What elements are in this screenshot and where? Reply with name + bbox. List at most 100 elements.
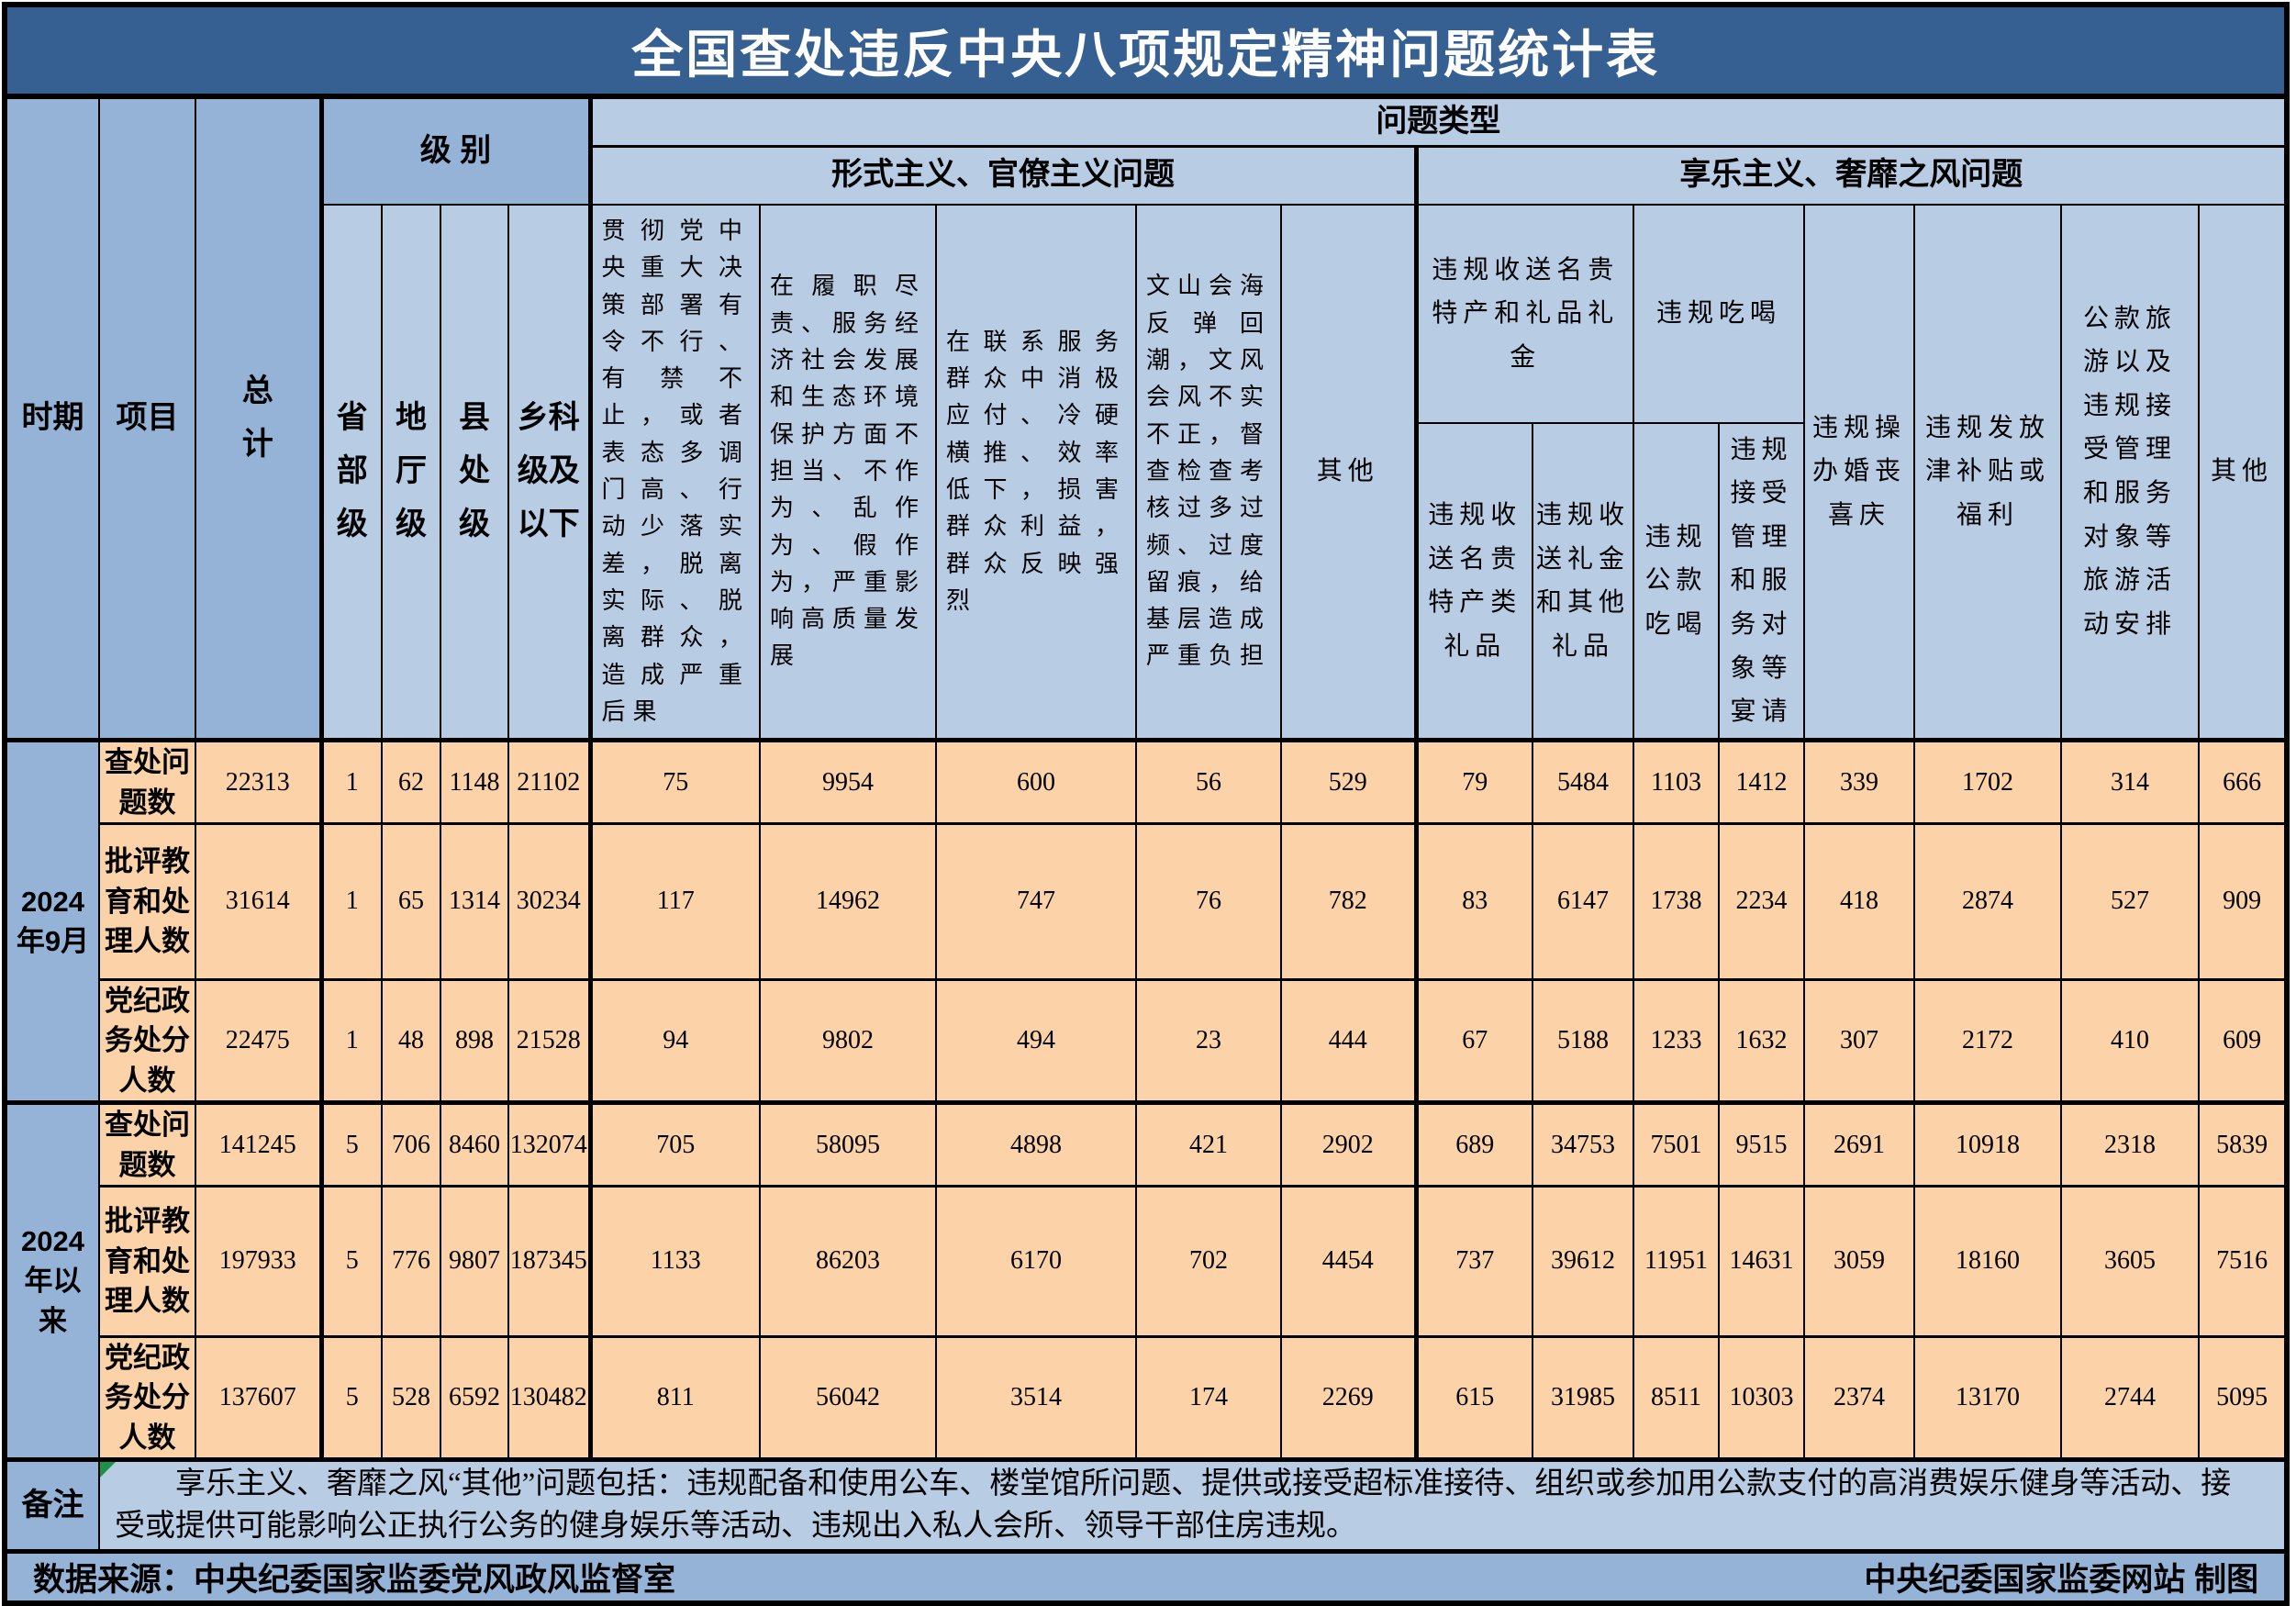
- formalism-group-header: 形式主义、官僚主义问题: [589, 144, 1419, 206]
- data-cell: 117: [589, 821, 761, 981]
- data-cell: 137607: [195, 1334, 324, 1461]
- data-cell: 76: [1135, 821, 1282, 981]
- data-cell: 527: [2060, 821, 2200, 981]
- data-cell: 418: [1803, 821, 1915, 981]
- col-header-public-funded-travel: 公款旅游以及违规接受管理和服务对象等旅游活动安排: [2060, 204, 2200, 742]
- data-cell: 666: [2197, 738, 2289, 825]
- data-cell: 6147: [1532, 821, 1634, 981]
- data-cell: 705: [589, 1100, 761, 1188]
- data-cell: 56042: [759, 1334, 937, 1461]
- data-cell: 314: [2060, 738, 2200, 825]
- data-cell: 1148: [440, 738, 509, 825]
- data-cell: 5188: [1532, 977, 1634, 1104]
- data-cell: 529: [1280, 738, 1419, 825]
- data-cell: 141245: [195, 1100, 324, 1188]
- data-cell: 34753: [1532, 1100, 1634, 1188]
- data-cell: 1314: [440, 821, 509, 981]
- data-source: 数据来源：中央纪委国家监委党风政风监督室: [33, 1562, 676, 1599]
- data-cell: 444: [1280, 977, 1419, 1104]
- data-cell: 1103: [1633, 738, 1720, 825]
- level-col-township: 乡科级及以下: [507, 204, 593, 742]
- data-cell: 782: [1280, 821, 1419, 981]
- data-cell: 609: [2197, 977, 2289, 1104]
- data-cell: 130482: [507, 1334, 593, 1461]
- data-cell: 1133: [589, 1184, 761, 1338]
- data-cell: 6170: [935, 1184, 1137, 1338]
- data-cell: 7516: [2197, 1184, 2289, 1338]
- data-cell: 9807: [440, 1184, 509, 1338]
- row-label: 批评教育和处理人数: [98, 821, 196, 981]
- level-col-province: 省部级: [320, 204, 383, 742]
- level-col-county: 县处级: [440, 204, 509, 742]
- data-cell: 2744: [2060, 1334, 2200, 1461]
- footer-bar: 数据来源：中央纪委国家监委党风政风监督室 中央纪委国家监委网站 制图: [3, 1549, 2289, 1605]
- data-cell: 7501: [1633, 1100, 1720, 1188]
- data-cell: 9515: [1718, 1100, 1805, 1188]
- data-cell: 9954: [759, 738, 937, 825]
- col-header-serving-masses: 在联系服务群众中消极应付、冷硬横推、效率低下，损害群众利益，群众反映强烈: [935, 204, 1137, 742]
- data-cell: 3059: [1803, 1184, 1915, 1338]
- data-cell: 5484: [1532, 738, 1634, 825]
- data-cell: 5: [320, 1184, 383, 1338]
- col-header-formalism-other: 其他: [1280, 204, 1419, 742]
- data-cell: 1233: [1633, 977, 1720, 1104]
- data-cell: 307: [1803, 977, 1915, 1104]
- data-cell: 1738: [1633, 821, 1720, 981]
- data-cell: 737: [1415, 1184, 1533, 1338]
- data-cell: 11951: [1633, 1184, 1720, 1338]
- data-cell: 702: [1135, 1184, 1282, 1338]
- data-cell: 6592: [440, 1334, 509, 1461]
- data-cell: 8511: [1633, 1334, 1720, 1461]
- data-cell: 86203: [759, 1184, 937, 1338]
- data-cell: 5839: [2197, 1100, 2289, 1188]
- level-header: 级 别: [320, 95, 593, 206]
- data-cell: 30234: [507, 821, 593, 981]
- data-cell: 21102: [507, 738, 593, 825]
- data-cell: 1702: [1913, 738, 2062, 825]
- data-cell: 339: [1803, 738, 1915, 825]
- row-label: 批评教育和处理人数: [98, 1184, 196, 1338]
- data-cell: 2172: [1913, 977, 2062, 1104]
- data-cell: 2874: [1913, 821, 2062, 981]
- hedonism-group-header: 享乐主义、奢靡之风问题: [1414, 144, 2289, 206]
- data-cell: 187345: [507, 1184, 593, 1338]
- problem-type-header: 问题类型: [588, 95, 2289, 147]
- data-cell: 1: [320, 821, 383, 981]
- data-cell: 39612: [1532, 1184, 1634, 1338]
- data-cell: 811: [589, 1334, 761, 1461]
- period-cell: 2024年以来: [4, 1100, 100, 1461]
- table-title: 全国查处违反中央八项规定精神问题统计表: [3, 4, 2289, 99]
- data-cell: 23: [1135, 977, 1282, 1104]
- data-cell: 2902: [1280, 1100, 1419, 1188]
- row-label: 党纪政务处分人数: [98, 1334, 196, 1461]
- col-header-document-meeting: 文山会海反弹回潮，文风会风不实不正，督查检查考核过多过频、过度留痕，给基层造成严…: [1135, 204, 1282, 742]
- data-cell: 5: [320, 1334, 383, 1461]
- data-cell: 67: [1415, 977, 1533, 1104]
- data-cell: 909: [2197, 821, 2289, 981]
- gift-group-header: 违规收送名贵特产和礼品礼金: [1415, 203, 1634, 425]
- data-cell: 10303: [1718, 1334, 1805, 1461]
- col-header-specialty-gifts: 违规收送名贵特产类礼品: [1415, 422, 1533, 742]
- data-cell: 494: [935, 977, 1137, 1104]
- data-cell: 58095: [759, 1100, 937, 1188]
- data-cell: 13170: [1913, 1334, 2062, 1461]
- period-cell: 2024年9月: [4, 738, 100, 1104]
- data-cell: 1412: [1718, 738, 1805, 825]
- data-cell: 94: [589, 977, 761, 1104]
- row-label: 查处问题数: [98, 738, 196, 825]
- data-cell: 56: [1135, 738, 1282, 825]
- data-cell: 615: [1415, 1334, 1533, 1461]
- data-cell: 2374: [1803, 1334, 1915, 1461]
- col-header-public-funds-dining: 违规公款吃喝: [1633, 422, 1720, 742]
- data-cell: 5: [320, 1100, 383, 1188]
- data-cell: 31985: [1532, 1334, 1634, 1461]
- data-cell: 31614: [195, 821, 324, 981]
- data-cell: 14631: [1718, 1184, 1805, 1338]
- dining-group-header: 违规吃喝: [1633, 203, 1805, 425]
- item-header: 项目: [98, 95, 196, 742]
- row-label: 查处问题数: [98, 1100, 196, 1188]
- data-cell: 83: [1415, 821, 1533, 981]
- data-cell: 2691: [1803, 1100, 1915, 1188]
- data-cell: 174: [1135, 1334, 1282, 1461]
- col-header-banquet-acceptance: 违规接受管理和服务对象等宴请: [1718, 422, 1805, 742]
